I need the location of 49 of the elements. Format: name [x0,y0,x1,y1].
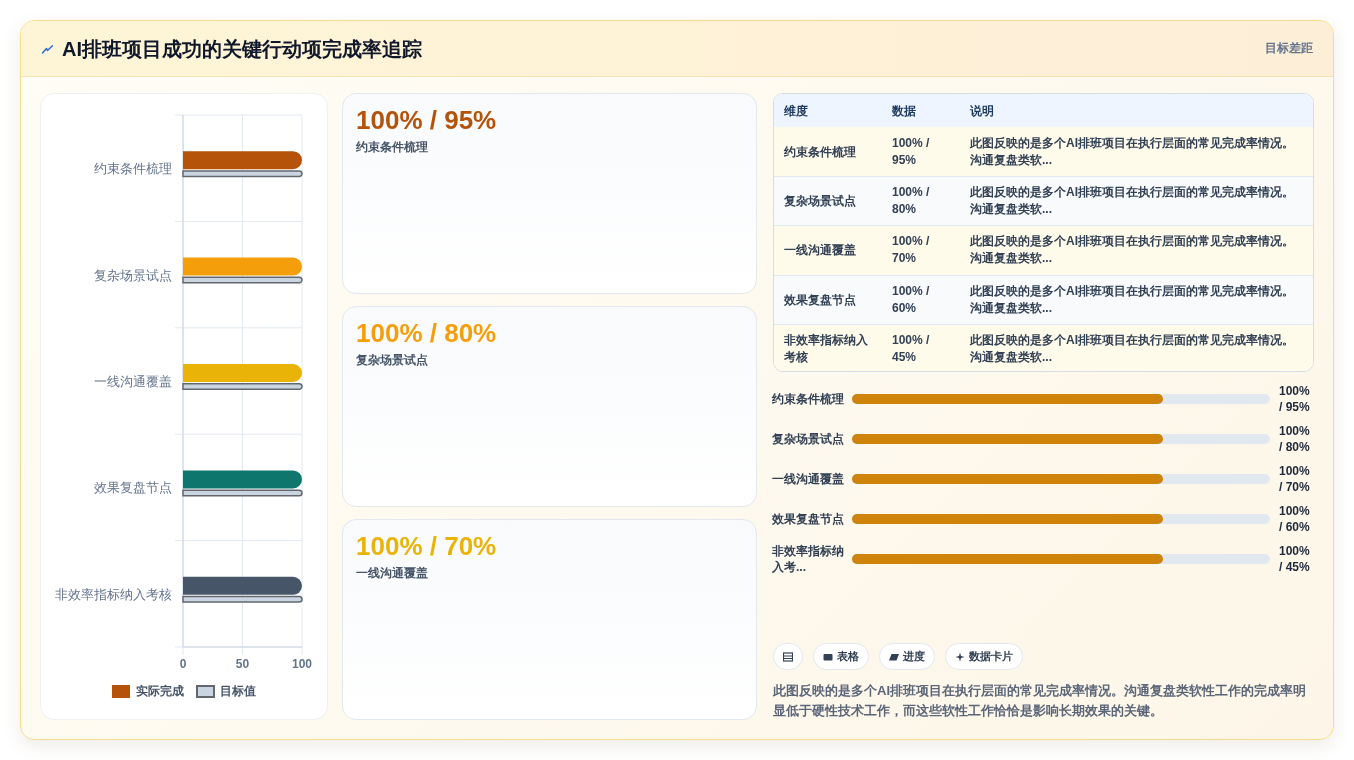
data-label: 100% / 60% [1279,503,1311,535]
data-label: 100% / 80% [1279,423,1311,455]
data-card: 100% / 80% 复杂场景试点 [342,306,757,507]
legend-label: 目标值 [220,684,256,698]
category-label: 数据卡片 [969,649,1013,664]
category-label: 表格 [837,649,859,664]
text: 目标差距 [1265,40,1313,56]
text: 此图反映的是多个AI排班项目在执行层面的常见完成率情况。沟通复盘类软... [970,283,1294,315]
y-tick-label: 复杂场景试点 [94,267,172,283]
data-card: 100% / 70% 一线沟通覆盖 [342,519,757,720]
category-label: 复杂场景试点 [356,352,428,368]
text: 此图反映的是多个AI排班项目在执行层面的常见完成率情况。沟通复盘类软... [970,332,1294,364]
text: 效果复盘节点 [784,292,856,307]
category-label: 约束条件梳理 [356,139,428,155]
text: 复杂场景试点 [784,193,856,208]
text: 100% / 95% [892,135,930,167]
legend-label: 实际完成 [136,684,184,698]
category-label: 说明 [970,102,994,119]
y-tick-label: 非效率指标纳入考核 [55,586,172,602]
text: 100% / 70% [892,234,930,266]
y-tick-label: 非效率指标纳入考... [772,543,845,575]
x-tick-label: 50 [235,657,250,671]
text: 一线沟通覆盖 [784,242,856,257]
text: 100% / 45% [892,332,930,364]
data-label: 100% / 70% [1279,463,1311,495]
text: 此图反映的是多个AI排班项目在执行层面的常见完成率情况。沟通复盘类软... [970,135,1294,167]
y-tick-label: 一线沟通覆盖 [772,471,845,487]
category-label: 维度 [784,102,808,119]
text: AI排班项目成功的关键行动项完成率追踪 [62,37,422,62]
data-label: 100% / 95% [1279,383,1311,415]
x-tick-label: 100 [291,657,313,671]
data-label: 100% / 45% [1279,543,1311,575]
y-tick-label: 一线沟通覆盖 [94,373,172,389]
text: 此图反映的是多个AI排班项目在执行层面的常见完成率情况。沟通复盘类软性工作的完成率明显低于硬性技术工作，而这些软性工作恰恰是影响长期效果的关键。 [773,682,1307,720]
category-label: 进度 [903,649,925,664]
category-label: 数据 [892,102,916,119]
y-tick-label: 效果复盘节点 [772,511,845,527]
y-tick-label: 约束条件梳理 [94,160,172,176]
text: 100% / 80% [892,185,930,217]
x-tick-label: 0 [179,657,187,671]
text: 约束条件梳理 [784,144,856,159]
category-label: 一线沟通覆盖 [356,565,428,581]
y-tick-label: 约束条件梳理 [772,391,845,407]
text: 100% / 60% [892,283,930,315]
text: 此图反映的是多个AI排班项目在执行层面的常见完成率情况。沟通复盘类软... [970,234,1294,266]
text: 此图反映的是多个AI排班项目在执行层面的常见完成率情况。沟通复盘类软... [970,185,1294,217]
y-tick-label: 复杂场景试点 [772,431,845,447]
y-tick-label: 效果复盘节点 [94,479,172,495]
data-card: 100% / 95% 约束条件梳理 [342,93,757,294]
